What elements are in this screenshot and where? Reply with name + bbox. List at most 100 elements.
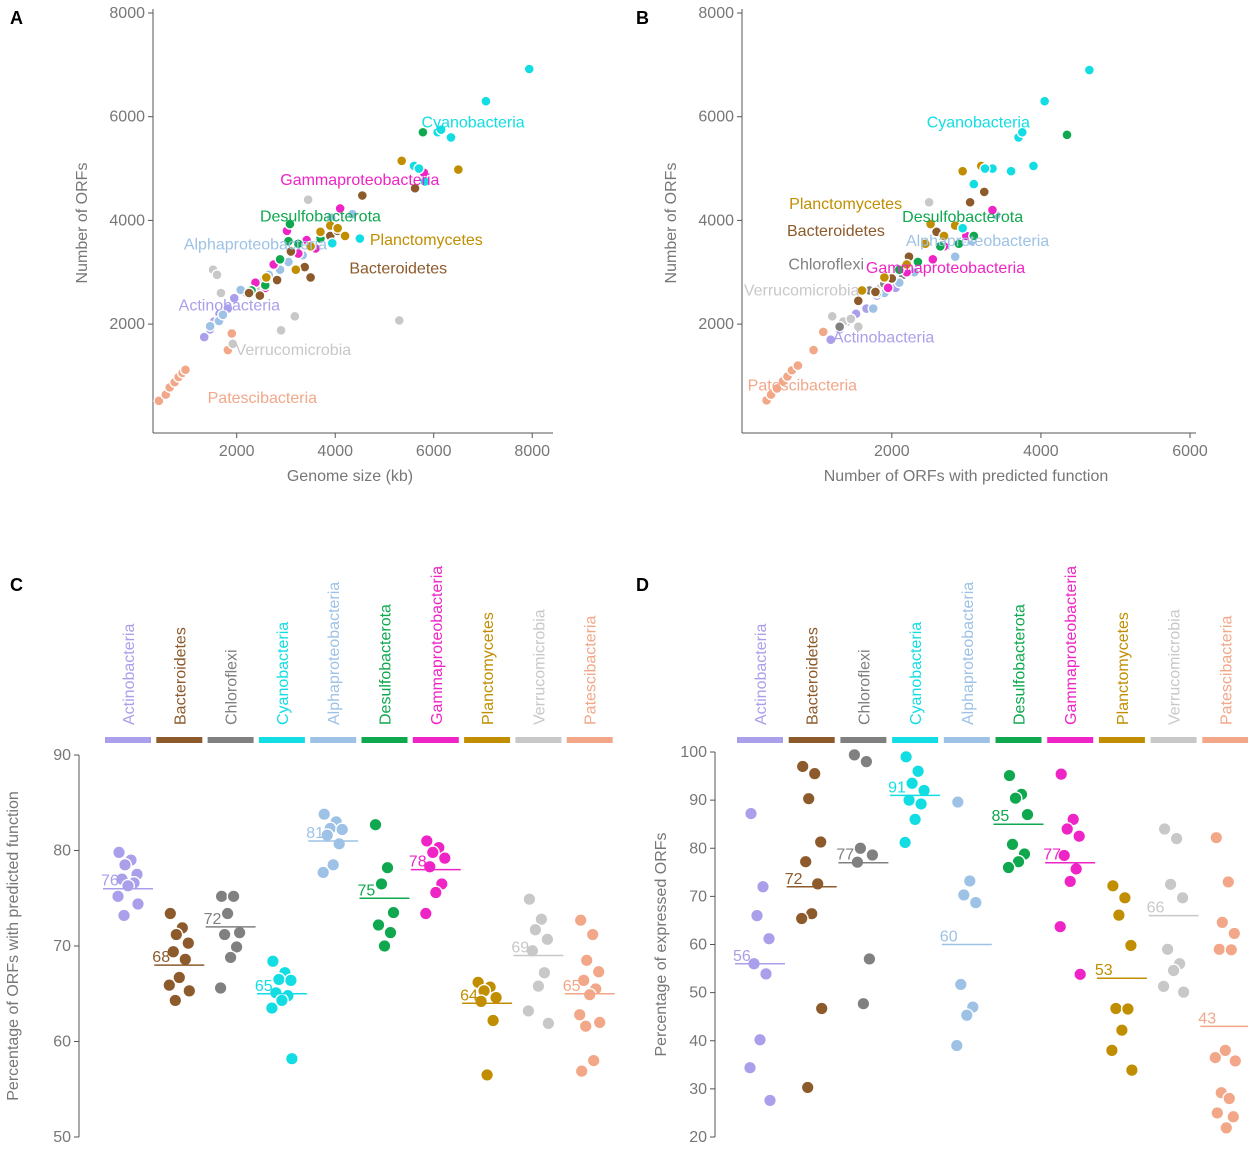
point-actinobacteria	[198, 331, 210, 343]
point-bacteroidetes	[409, 182, 421, 194]
point-chloroflexi	[213, 981, 228, 996]
point-planctomycetes	[1105, 878, 1120, 893]
group-label-desulfobacterota: Desulfobacterota	[260, 208, 381, 225]
y-tick-label: 8000	[109, 5, 145, 22]
point-planctomycetes	[901, 258, 913, 271]
point-cyanobacteria	[283, 973, 298, 988]
x-axis-title: Number of ORFs with predicted function	[824, 468, 1109, 485]
group-label-planctomycetes: Planctomycetes	[370, 232, 483, 249]
point-actinobacteria	[753, 1032, 768, 1047]
point-desulfobacterota	[374, 876, 389, 891]
point-verrucomicrobia	[845, 313, 857, 325]
category-label-gammaproteobacteria: Gammaproteobacteria	[1063, 566, 1080, 725]
median-label-verrucomicrobia: 69	[511, 940, 529, 957]
strip-panel-d: 20 30 40 50 60 70 80 90 100 Percentage of express…	[653, 566, 1248, 1146]
group-label-alphaproteobacteria: Alphaproteobacteria	[184, 236, 327, 253]
point-alphaproteobacteria	[949, 1038, 964, 1053]
point-bacteroidetes	[978, 186, 990, 198]
category-label-patescibacteria: Patescibacteria	[583, 616, 600, 725]
point-patescibacteria	[1208, 1050, 1223, 1065]
point-verrucomicrobia	[826, 310, 838, 323]
point-chloroflexi	[226, 889, 241, 904]
point-cyanobacteria	[1005, 165, 1017, 177]
point-patescibacteria	[591, 964, 606, 979]
point-verrucomicrobia	[215, 287, 227, 299]
point-gammaproteobacteria	[882, 282, 894, 294]
x-tick-label: 8000	[514, 443, 550, 460]
point-verrucomicrobia	[211, 269, 223, 281]
point-alphaproteobacteria	[217, 309, 229, 321]
color-strip-patescibacteria	[566, 737, 613, 743]
point-chloroflexi	[232, 925, 247, 940]
point-desulfobacterota	[953, 238, 965, 250]
color-strip-actinobacteria	[105, 737, 151, 743]
point-chloroflexi	[229, 939, 244, 954]
point-alphaproteobacteria	[204, 320, 216, 332]
point-actinobacteria	[120, 878, 135, 893]
point-planctomycetes	[938, 230, 950, 242]
point-verrucomicrobia	[540, 932, 555, 947]
point-bacteroidetes	[181, 936, 196, 951]
point-cyanobacteria	[523, 63, 535, 75]
point-patescibacteria	[1209, 830, 1224, 845]
point-cyanobacteria	[908, 812, 923, 827]
point-gammaproteobacteria	[334, 202, 346, 215]
y-tick-label: 90	[689, 792, 707, 809]
point-patescibacteria	[807, 344, 820, 356]
y-tick-label: 60	[689, 937, 707, 954]
median-label-gammaproteobacteria: 77	[1043, 847, 1061, 864]
category-label-actinobacteria: Actinobacteria	[121, 624, 138, 725]
group-label-cyanobacteria: Cyanobacteria	[422, 115, 525, 132]
category-label-patescibacteria: Patescibacteria	[1218, 616, 1235, 725]
strip-panel-c: 50 60 70 80 90 Percentage of ORFs with predic…	[5, 566, 615, 1146]
point-planctomycetes	[480, 1067, 495, 1082]
point-patescibacteria	[1226, 1109, 1241, 1124]
point-bacteroidetes	[163, 906, 178, 921]
point-planctomycetes	[878, 271, 891, 284]
point-desulfobacterota	[292, 238, 304, 250]
point-planctomycetes	[489, 990, 504, 1005]
x-tick-label: 4000	[317, 443, 353, 460]
point-alphaproteobacteria	[316, 865, 331, 880]
y-tick-label: 8000	[698, 5, 734, 22]
point-actinobacteria	[117, 857, 132, 872]
point-chloroflexi	[214, 889, 229, 904]
y-tick-label: 80	[689, 840, 707, 857]
point-planctomycetes	[1104, 1043, 1119, 1058]
y-tick-label: 50	[53, 1129, 71, 1146]
point-cyanobacteria	[979, 162, 991, 175]
x-tick-label: 6000	[416, 443, 452, 460]
group-label-chloroflexi: Chloroflexi	[788, 257, 864, 274]
category-label-cyanobacteria: Cyanobacteria	[908, 622, 925, 725]
point-bacteroidetes	[178, 952, 193, 967]
category-label-cyanobacteria: Cyanobacteria	[275, 622, 292, 725]
category-label-planctomycetes: Planctomycetes	[480, 612, 497, 725]
y-axis-title: Number of ORFs	[74, 163, 91, 284]
point-patescibacteria	[578, 1019, 593, 1034]
point-cyanobacteria	[435, 123, 447, 136]
color-strip-verrucomicrobia	[515, 737, 562, 743]
point-patescibacteria	[572, 1007, 587, 1022]
color-strip-cyanobacteria	[258, 737, 305, 743]
point-planctomycetes	[304, 240, 317, 253]
point-desulfobacterota	[377, 939, 392, 954]
point-cyanobacteria	[265, 954, 280, 969]
point-cyanobacteria	[419, 175, 431, 188]
point-patescibacteria	[1212, 942, 1227, 957]
color-strip-actinobacteria	[737, 737, 783, 743]
point-verrucomicrobia	[393, 314, 405, 327]
point-alphaproteobacteria	[326, 857, 341, 872]
category-label-planctomycetes: Planctomycetes	[1115, 612, 1132, 725]
point-chloroflexi	[833, 321, 846, 333]
point-alphaproteobacteria	[335, 822, 350, 837]
group-label-actinobacteria: Actinobacteria	[179, 298, 280, 315]
category-label-chloroflexi: Chloroflexi	[224, 649, 241, 725]
point-desulfobacterota	[1002, 768, 1017, 783]
category-label-chloroflexi: Chloroflexi	[856, 649, 873, 725]
point-planctomycetes	[486, 1013, 501, 1028]
point-gammaproteobacteria	[1063, 874, 1078, 889]
point-gammaproteobacteria	[418, 906, 433, 921]
point-desulfobacterota	[934, 240, 946, 253]
point-actinobacteria	[763, 1093, 778, 1108]
point-bacteroidetes	[795, 759, 810, 774]
